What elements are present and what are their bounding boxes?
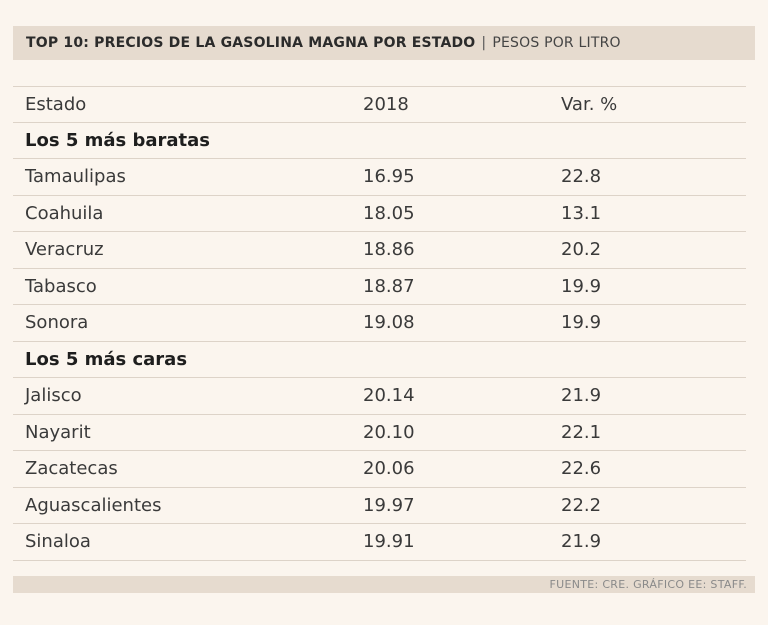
cell-state: Tamaulipas <box>25 166 126 188</box>
table-row: Sonora 19.08 19.9 <box>13 305 746 342</box>
table-row: Aguascalientes 19.97 22.2 <box>13 488 746 524</box>
footer-bar: FUENTE: CRE. GRÁFICO EE: STAFF. <box>13 576 755 593</box>
cell-var: 13.1 <box>561 202 602 224</box>
cell-state: Sinaloa <box>25 531 91 553</box>
cell-var: 22.2 <box>561 494 602 516</box>
cell-var: 21.9 <box>561 531 602 553</box>
cell-price: 16.95 <box>363 166 415 188</box>
cell-state: Aguascalientes <box>25 494 162 516</box>
cell-var: 22.6 <box>561 458 602 480</box>
header-var: Var. % <box>561 93 618 115</box>
cell-price: 20.14 <box>363 385 415 407</box>
cell-price: 19.08 <box>363 312 415 334</box>
cell-state: Nayarit <box>25 421 91 443</box>
cell-price: 20.10 <box>363 421 415 443</box>
cell-price: 19.97 <box>363 494 415 516</box>
table-row: Coahuila 18.05 13.1 <box>13 196 746 232</box>
section-row-most-expensive: Los 5 más caras <box>13 342 746 378</box>
cell-var: 21.9 <box>561 385 602 407</box>
page-title: TOP 10: PRECIOS DE LA GASOLINA MAGNA POR… <box>26 35 476 51</box>
cell-state: Coahuila <box>25 202 104 224</box>
cell-state: Sonora <box>25 312 89 334</box>
cell-price: 18.86 <box>363 239 415 261</box>
cell-state: Jalisco <box>25 385 82 407</box>
cell-var: 20.2 <box>561 239 602 261</box>
title-separator: | <box>481 35 487 51</box>
cell-state: Tabasco <box>25 275 97 297</box>
table-row: Tabasco 18.87 19.9 <box>13 269 746 305</box>
table-row: Tamaulipas 16.95 22.8 <box>13 159 746 196</box>
cell-price: 18.05 <box>363 202 415 224</box>
cell-var: 19.9 <box>561 275 602 297</box>
table-row: Jalisco 20.14 21.9 <box>13 378 746 415</box>
price-table: Estado 2018 Var. % Los 5 más baratas Tam… <box>13 86 746 561</box>
cell-state: Veracruz <box>25 239 104 261</box>
cell-var: 22.8 <box>561 166 602 188</box>
header-state: Estado <box>25 93 87 115</box>
table-row: Veracruz 18.86 20.2 <box>13 232 746 269</box>
section-label-most-expensive: Los 5 más caras <box>25 348 188 370</box>
table-row: Zacatecas 20.06 22.6 <box>13 451 746 488</box>
cell-price: 18.87 <box>363 275 415 297</box>
cell-price: 19.91 <box>363 531 415 553</box>
section-label-cheapest: Los 5 más baratas <box>25 129 211 151</box>
cell-var: 19.9 <box>561 312 602 334</box>
cell-var: 22.1 <box>561 421 602 443</box>
table-row: Sinaloa 19.91 21.9 <box>13 524 746 561</box>
cell-price: 20.06 <box>363 458 415 480</box>
table-row: Nayarit 20.10 22.1 <box>13 415 746 451</box>
title-bar: TOP 10: PRECIOS DE LA GASOLINA MAGNA POR… <box>13 26 755 60</box>
source-credit: FUENTE: CRE. GRÁFICO EE: STAFF. <box>549 578 747 591</box>
header-year: 2018 <box>363 93 409 115</box>
page-subtitle: PESOS POR LITRO <box>492 35 621 51</box>
header-row: Estado 2018 Var. % <box>13 86 746 123</box>
section-row-cheapest: Los 5 más baratas <box>13 123 746 159</box>
cell-state: Zacatecas <box>25 458 118 480</box>
